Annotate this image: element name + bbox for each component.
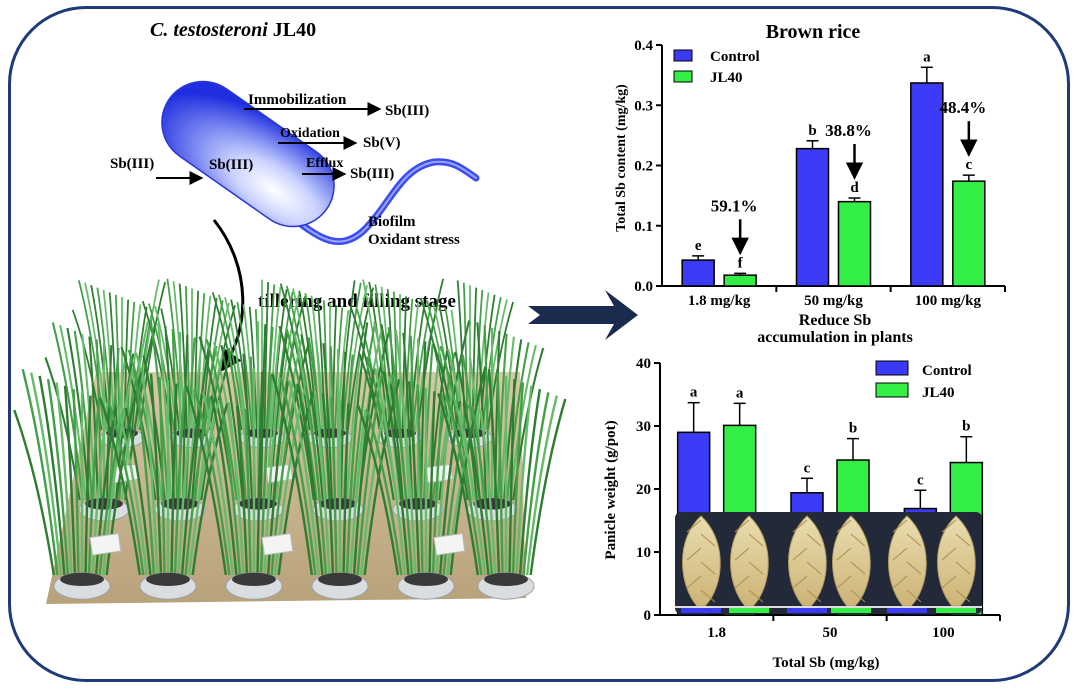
sb3-inside-label: Sb(III) bbox=[209, 157, 253, 173]
chart1-y-tick-label: 0.3 bbox=[634, 98, 653, 114]
chart1-significance-letter: b bbox=[808, 123, 816, 139]
panicle-color-tag bbox=[936, 606, 976, 613]
chart1-x-tick-label: 1.8 mg/kg bbox=[688, 293, 751, 309]
chart2-significance-letter: b bbox=[849, 421, 857, 437]
panicle-photo-background bbox=[675, 512, 982, 614]
chart1-title: Brown rice bbox=[766, 21, 861, 43]
oxidation-label: Oxidation bbox=[280, 126, 340, 141]
chart2-significance-letter: a bbox=[736, 385, 744, 401]
chart1-legend-swatch-control bbox=[673, 49, 693, 62]
panicle-shape bbox=[936, 515, 976, 613]
chart1-reduction-label: 48.4% bbox=[939, 98, 986, 117]
chart2-significance-letter: a bbox=[690, 385, 698, 401]
chart1-legend-control: Control bbox=[710, 49, 760, 65]
chart1-caption-line1: Reduce Sb bbox=[799, 312, 872, 329]
chart2-legend-control: Control bbox=[922, 363, 972, 379]
sb3-outside-label: Sb(III) bbox=[110, 156, 154, 172]
chart1-y-tick-label: 0.0 bbox=[634, 279, 653, 295]
sbv-label: Sb(V) bbox=[363, 135, 401, 151]
panicle-color-tag bbox=[787, 606, 827, 613]
rice-plant-shape bbox=[357, 366, 487, 600]
chart2-x-tick-label: 1.8 bbox=[707, 625, 726, 641]
panicle-color-tag bbox=[681, 606, 721, 613]
chart1-significance-letter: e bbox=[695, 238, 702, 254]
chart1-significance-letter: c bbox=[965, 157, 972, 173]
rice-plants-photo bbox=[13, 278, 567, 604]
chart1-bar-control bbox=[910, 82, 944, 287]
rice-plant-shape bbox=[13, 367, 143, 600]
panicle-photo bbox=[675, 512, 982, 614]
chart1-bar-control bbox=[795, 147, 830, 287]
strain-title: C. testosteroni JL40 bbox=[150, 19, 316, 41]
sb3-out1-label: Sb(III) bbox=[385, 103, 429, 119]
chart1-legend-jl40: JL40 bbox=[710, 70, 743, 86]
plant-label-tag bbox=[89, 533, 122, 556]
panicle-weight-chart: Panicle weight (g/pot) Total Sb (mg/kg) … bbox=[603, 356, 1001, 671]
chart1-bar-jl40 bbox=[723, 274, 757, 287]
immobilization-label: Immobilization bbox=[248, 92, 347, 108]
chart2-x-tick-label: 100 bbox=[932, 625, 955, 641]
bacterium-diagram: C. testosteroni JL40 Immobilization Sb(I… bbox=[110, 19, 638, 372]
chart1-legend-swatch-jl40 bbox=[673, 70, 693, 83]
chart2-y-tick-label: 30 bbox=[636, 419, 651, 435]
panicle-base-line bbox=[675, 606, 982, 608]
chart2-y-tick-label: 40 bbox=[636, 356, 651, 372]
chart1-y-axis-label: Total Sb content (mg/kg) bbox=[614, 84, 629, 232]
chart2-legend-swatch-control bbox=[875, 360, 909, 376]
chart1-y-tick-label: 0.2 bbox=[634, 159, 653, 175]
chart2-legend-swatch-jl40 bbox=[875, 382, 909, 398]
oxidant-stress-label: Oxidant stress bbox=[368, 232, 460, 248]
chart2-x-tick-label: 50 bbox=[823, 625, 838, 641]
chart1-bar-control bbox=[681, 259, 715, 287]
chart2-significance-letter: b bbox=[962, 419, 970, 435]
chart2-x-axis-label: Total Sb (mg/kg) bbox=[773, 655, 880, 671]
rice-plant-shape bbox=[271, 369, 401, 600]
chart1-reduction-label: 59.1% bbox=[711, 196, 758, 215]
chart2-y-tick-label: 20 bbox=[636, 482, 651, 498]
plant-label-tag bbox=[433, 533, 466, 556]
chart2-y-tick-label: 10 bbox=[636, 545, 651, 561]
chart2-significance-letter: c bbox=[804, 460, 811, 476]
chart2-legend-jl40: JL40 bbox=[922, 385, 955, 401]
rice-plant-shape bbox=[99, 366, 229, 600]
chart2-y-axis-label: Panicle weight (g/pot) bbox=[603, 420, 619, 559]
efflux-label: Efflux bbox=[306, 156, 343, 171]
chart1-significance-letter: d bbox=[850, 180, 859, 196]
biofilm-label: Biofilm bbox=[368, 214, 416, 230]
chart2-y-tick-label: 0 bbox=[644, 608, 652, 624]
panicle-color-tag bbox=[887, 606, 927, 613]
chart1-bar-jl40 bbox=[837, 200, 872, 287]
chart1-reduction-label: 38.8% bbox=[825, 121, 872, 140]
chart1-significance-letter: f bbox=[738, 255, 744, 271]
sb3-out2-label: Sb(III) bbox=[350, 166, 394, 182]
chart2-significance-letter: c bbox=[917, 472, 924, 488]
panicle-color-tag bbox=[831, 606, 871, 613]
bacterium-cell-shape bbox=[161, 80, 335, 228]
rice-plant-shape bbox=[437, 369, 567, 600]
chart1-significance-letter: a bbox=[923, 49, 931, 65]
plant-label-tag bbox=[261, 533, 294, 556]
panicle-color-tag bbox=[729, 606, 769, 613]
chart1-bar-jl40 bbox=[952, 180, 986, 287]
chart1-y-tick-label: 0.1 bbox=[634, 219, 653, 235]
chart1-x-tick-label: 100 mg/kg bbox=[915, 293, 982, 309]
chart1-caption-line2: accumulation in plants bbox=[757, 329, 913, 346]
panicle-shape bbox=[787, 515, 827, 613]
chart1-x-tick-label: 50 mg/kg bbox=[804, 293, 863, 309]
right-arrow-icon bbox=[528, 290, 638, 340]
brown-rice-chart: Brown rice Total Sb content (mg/kg) Redu… bbox=[614, 21, 1006, 346]
panicle-shape bbox=[887, 515, 927, 613]
chart1-y-tick-label: 0.4 bbox=[634, 38, 653, 54]
panicle-shape bbox=[729, 515, 769, 613]
